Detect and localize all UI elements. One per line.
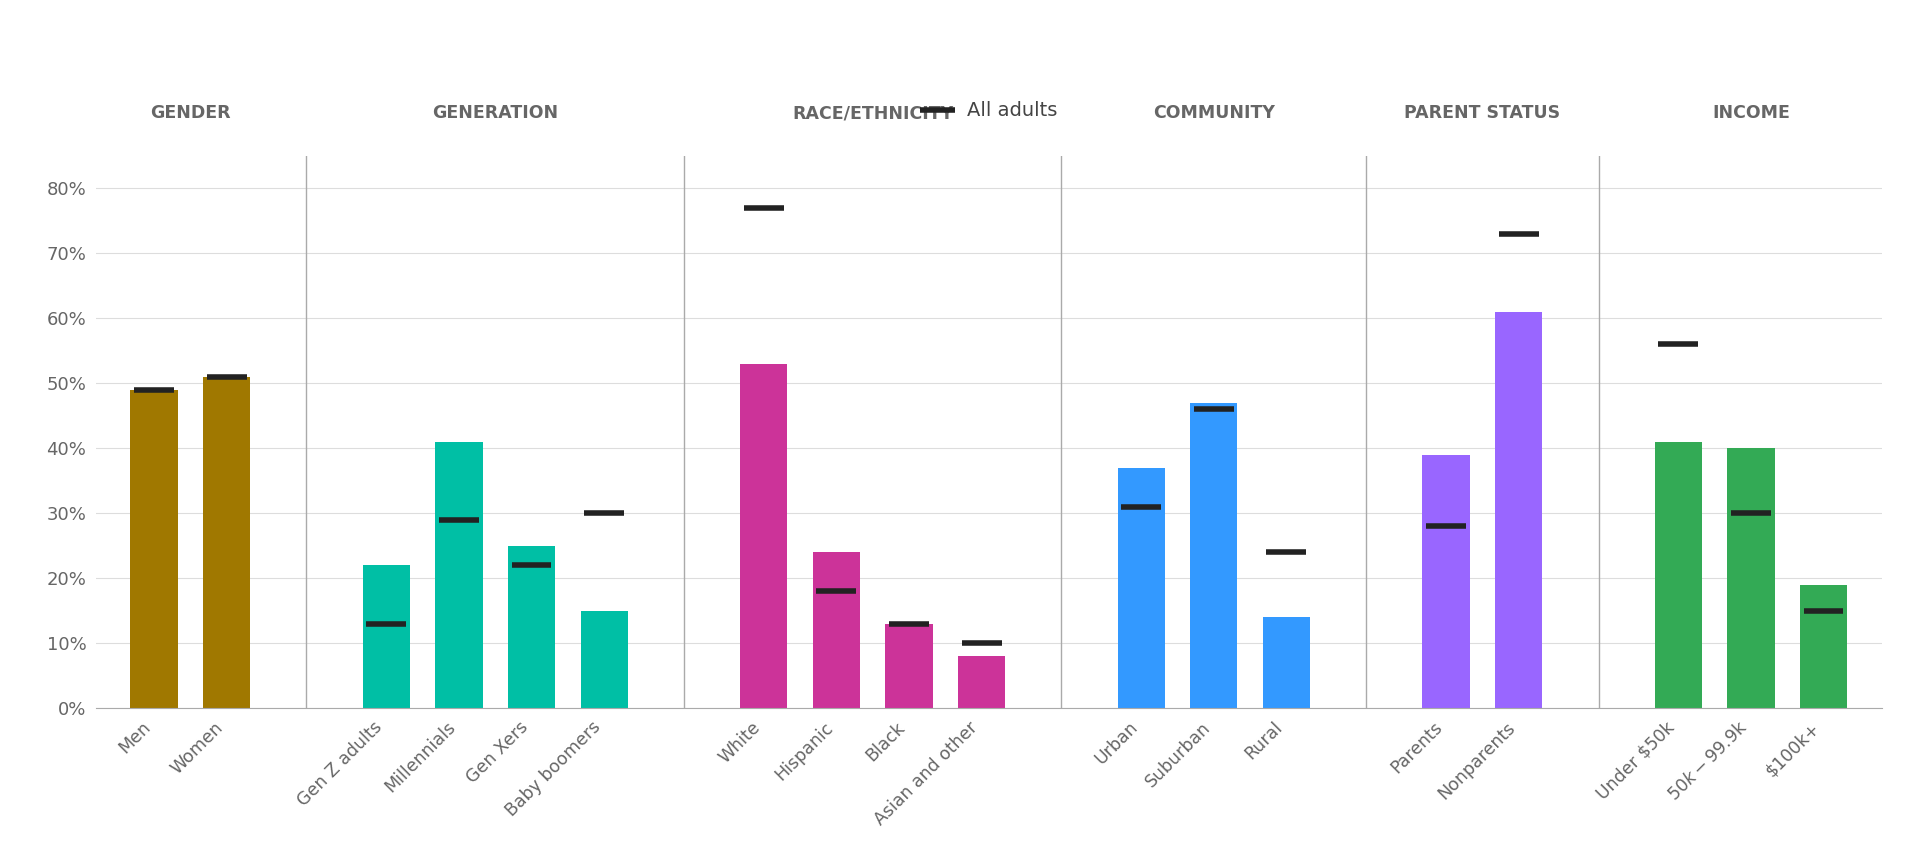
Text: COMMUNITY: COMMUNITY	[1152, 105, 1275, 123]
Bar	[1799, 585, 1847, 708]
Text: GENDER: GENDER	[150, 105, 230, 123]
Bar	[1263, 618, 1309, 708]
Bar	[1423, 454, 1469, 708]
Bar	[204, 377, 250, 708]
Bar	[363, 565, 411, 708]
Text: PARENT STATUS: PARENT STATUS	[1404, 105, 1561, 123]
Bar	[812, 552, 860, 708]
Bar	[1496, 312, 1542, 708]
Text: RACE/ETHNICITY: RACE/ETHNICITY	[793, 105, 952, 123]
Bar	[958, 657, 1006, 708]
Text: INCOME: INCOME	[1713, 105, 1789, 123]
Bar	[580, 611, 628, 708]
Bar	[1655, 442, 1701, 708]
Text: GENERATION: GENERATION	[432, 105, 559, 123]
Bar	[885, 624, 933, 708]
Bar	[131, 390, 179, 708]
Bar	[436, 442, 482, 708]
Bar	[509, 546, 555, 708]
Bar	[1117, 467, 1165, 708]
Bar	[1728, 448, 1774, 708]
Legend: All adults: All adults	[912, 93, 1066, 128]
Bar	[741, 364, 787, 708]
Bar	[1190, 403, 1236, 708]
